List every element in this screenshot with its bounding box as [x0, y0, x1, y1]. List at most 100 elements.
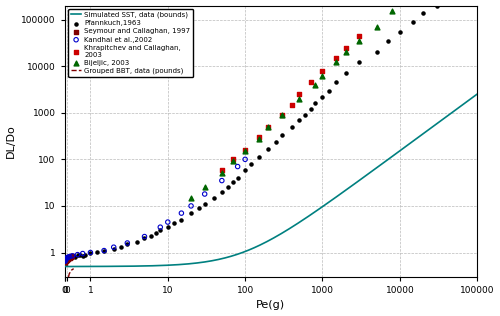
- Khrapitchev and Callaghan,
2003: [342, 45, 350, 50]
- Bijeljic, 2003: [332, 60, 340, 65]
- Khrapitchev and Callaghan,
2003: [332, 55, 340, 60]
- Seymour and Callaghan, 1997: [62, 259, 70, 264]
- Pfannkuch,1963: [110, 246, 118, 251]
- Kandhai et al.,2002: [86, 250, 94, 255]
- Bijeljic, 2003: [255, 136, 263, 141]
- Simulated SST, data (bounds): [236, 252, 242, 256]
- Khrapitchev and Callaghan,
2003: [295, 92, 303, 97]
- Pfannkuch,1963: [71, 254, 79, 259]
- Kandhai et al.,2002: [234, 164, 241, 169]
- Kandhai et al.,2002: [68, 253, 76, 258]
- Bijeljic, 2003: [311, 82, 319, 87]
- Pfannkuch,1963: [234, 175, 241, 180]
- Pfannkuch,1963: [410, 19, 418, 24]
- Kandhai et al.,2002: [61, 258, 69, 263]
- Pfannkuch,1963: [124, 242, 132, 247]
- Seymour and Callaghan, 1997: [62, 258, 70, 263]
- Kandhai et al.,2002: [187, 204, 195, 209]
- Pfannkuch,1963: [324, 88, 332, 93]
- Pfannkuch,1963: [63, 257, 71, 262]
- Pfannkuch,1963: [306, 106, 314, 112]
- Kandhai et al.,2002: [78, 251, 86, 256]
- Pfannkuch,1963: [187, 210, 195, 216]
- Kandhai et al.,2002: [61, 257, 69, 262]
- Khrapitchev and Callaghan,
2003: [318, 68, 326, 73]
- Seymour and Callaghan, 1997: [68, 253, 76, 258]
- Kandhai et al.,2002: [61, 259, 69, 264]
- Khrapitchev and Callaghan,
2003: [255, 135, 263, 140]
- Pfannkuch,1963: [62, 257, 70, 262]
- Khrapitchev and Callaghan,
2003: [229, 157, 237, 162]
- Simulated SST, data (bounds): [62, 264, 68, 268]
- Kandhai et al.,2002: [100, 248, 108, 253]
- Kandhai et al.,2002: [64, 254, 72, 259]
- Bijeljic, 2003: [388, 9, 396, 14]
- Simulated SST, data (bounds): [474, 92, 480, 96]
- Grouped BBT, data (pounds): [66, 272, 72, 276]
- Kandhai et al.,2002: [60, 259, 68, 264]
- Y-axis label: DL/Do: DL/Do: [6, 124, 16, 158]
- Kandhai et al.,2002: [62, 257, 70, 262]
- Kandhai et al.,2002: [241, 157, 249, 162]
- Seymour and Callaghan, 1997: [64, 256, 72, 261]
- Bijeljic, 2003: [372, 24, 380, 29]
- Bijeljic, 2003: [396, 0, 404, 3]
- Bijeljic, 2003: [218, 171, 226, 176]
- Pfannkuch,1963: [264, 146, 272, 151]
- Pfannkuch,1963: [342, 71, 350, 76]
- Kandhai et al.,2002: [61, 257, 69, 262]
- Pfannkuch,1963: [66, 254, 74, 259]
- Kandhai et al.,2002: [63, 255, 71, 260]
- Pfannkuch,1963: [140, 236, 148, 241]
- Kandhai et al.,2002: [66, 254, 74, 259]
- X-axis label: Pe(g): Pe(g): [256, 301, 286, 310]
- Seymour and Callaghan, 1997: [64, 257, 72, 262]
- Pfannkuch,1963: [62, 256, 70, 261]
- Pfannkuch,1963: [60, 257, 68, 262]
- Pfannkuch,1963: [61, 259, 69, 264]
- Grouped BBT, data (pounds): [64, 289, 70, 293]
- Kandhai et al.,2002: [124, 240, 132, 246]
- Pfannkuch,1963: [248, 161, 256, 167]
- Simulated SST, data (bounds): [62, 264, 68, 268]
- Seymour and Callaghan, 1997: [63, 257, 71, 262]
- Khrapitchev and Callaghan,
2003: [241, 147, 249, 152]
- Pfannkuch,1963: [146, 233, 154, 238]
- Pfannkuch,1963: [241, 167, 249, 172]
- Kandhai et al.,2002: [164, 220, 172, 225]
- Pfannkuch,1963: [74, 252, 82, 257]
- Pfannkuch,1963: [311, 101, 319, 106]
- Pfannkuch,1963: [372, 50, 380, 55]
- Pfannkuch,1963: [64, 256, 72, 261]
- Pfannkuch,1963: [156, 228, 164, 233]
- Bijeljic, 2003: [200, 185, 208, 190]
- Grouped BBT, data (pounds): [62, 304, 68, 308]
- Pfannkuch,1963: [62, 258, 70, 263]
- Pfannkuch,1963: [61, 257, 69, 262]
- Pfannkuch,1963: [82, 252, 90, 257]
- Pfannkuch,1963: [62, 258, 70, 263]
- Pfannkuch,1963: [419, 10, 427, 15]
- Bijeljic, 2003: [241, 149, 249, 154]
- Grouped BBT, data (pounds): [64, 283, 70, 287]
- Pfannkuch,1963: [133, 239, 141, 244]
- Pfannkuch,1963: [396, 29, 404, 34]
- Pfannkuch,1963: [78, 253, 86, 258]
- Pfannkuch,1963: [384, 38, 392, 43]
- Bijeljic, 2003: [318, 74, 326, 79]
- Pfannkuch,1963: [224, 184, 232, 189]
- Pfannkuch,1963: [356, 60, 364, 65]
- Kandhai et al.,2002: [200, 191, 208, 197]
- Seymour and Callaghan, 1997: [67, 254, 75, 259]
- Pfannkuch,1963: [255, 155, 263, 160]
- Kandhai et al.,2002: [140, 234, 148, 239]
- Khrapitchev and Callaghan,
2003: [306, 80, 314, 85]
- Pfannkuch,1963: [302, 112, 310, 118]
- Simulated SST, data (bounds): [330, 197, 336, 201]
- Pfannkuch,1963: [332, 80, 340, 85]
- Pfannkuch,1963: [62, 257, 70, 262]
- Pfannkuch,1963: [210, 195, 218, 200]
- Bijeljic, 2003: [278, 112, 286, 118]
- Grouped BBT, data (pounds): [70, 267, 76, 270]
- Pfannkuch,1963: [288, 124, 296, 129]
